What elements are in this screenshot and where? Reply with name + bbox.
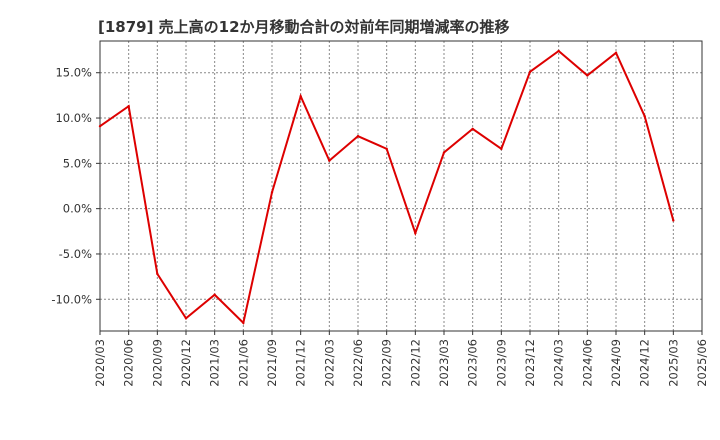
x-tick-label: 2021/03	[208, 339, 222, 387]
data-point	[614, 51, 618, 54]
data-point	[442, 151, 446, 154]
axes	[99, 40, 703, 332]
x-tick-label: 2022/06	[351, 339, 365, 387]
y-axis-ticks: 15.0% 10.0% 5.0% 0.0% -5.0% -10.0%	[51, 66, 100, 306]
x-tick-label: 2023/06	[466, 339, 480, 387]
data-point	[643, 115, 646, 118]
data-point	[127, 105, 130, 108]
x-tick-label: 2020/12	[179, 339, 193, 387]
data-point	[557, 49, 560, 53]
x-tick-label: 2024/06	[580, 339, 594, 387]
data-point	[528, 70, 532, 74]
plot-frame	[99, 40, 703, 332]
data-point	[184, 317, 188, 320]
data-point	[500, 147, 503, 151]
data-point	[242, 321, 245, 325]
x-tick-label: 2023/03	[437, 339, 451, 387]
data-point	[385, 147, 388, 151]
x-tick-label: 2023/09	[494, 339, 508, 387]
x-tick-label: 2024/03	[552, 339, 566, 387]
data-point	[156, 272, 159, 276]
series-group	[98, 49, 675, 325]
x-tick-label: 2020/09	[150, 339, 164, 387]
y-tick-label: 15.0%	[55, 66, 92, 80]
x-tick-label: 2021/06	[236, 339, 250, 387]
x-tick-label: 2021/12	[294, 339, 308, 387]
y-tick-label: 5.0%	[63, 156, 92, 170]
data-point	[299, 95, 302, 98]
x-tick-label: 2025/06	[695, 339, 709, 387]
chart-title: [1879] 売上高の12か月移動合計の対前年同期増減率の推移	[98, 18, 510, 36]
x-tick-label: 2021/09	[265, 339, 279, 387]
x-tick-label: 2023/12	[523, 339, 537, 387]
x-tick-label: 2022/12	[408, 339, 422, 387]
data-point	[328, 159, 331, 162]
y-tick-label: -5.0%	[59, 247, 92, 261]
x-tick-label: 2022/09	[380, 339, 394, 387]
x-tick-label: 2020/03	[93, 339, 107, 387]
data-point	[414, 231, 417, 235]
y-tick-label: -10.0%	[51, 292, 92, 306]
data-point	[270, 191, 274, 194]
data-point	[213, 293, 216, 296]
x-tick-label: 2025/03	[666, 339, 680, 387]
data-point	[672, 219, 675, 222]
y-tick-label: 10.0%	[55, 111, 92, 125]
x-tick-label: 2022/03	[322, 339, 336, 387]
y-tick-label: 0.0%	[63, 202, 92, 216]
x-tick-label: 2024/09	[609, 339, 623, 387]
data-point	[98, 124, 102, 128]
x-axis-ticks: 2020/03 2020/06 2020/09 2020/12 2021/03 2021/…	[93, 331, 709, 387]
grid	[100, 41, 702, 331]
data-point	[586, 74, 589, 77]
x-tick-label: 2020/06	[122, 339, 136, 387]
data-point	[471, 127, 474, 131]
x-tick-label: 2024/12	[638, 339, 652, 387]
data-point	[356, 134, 360, 138]
